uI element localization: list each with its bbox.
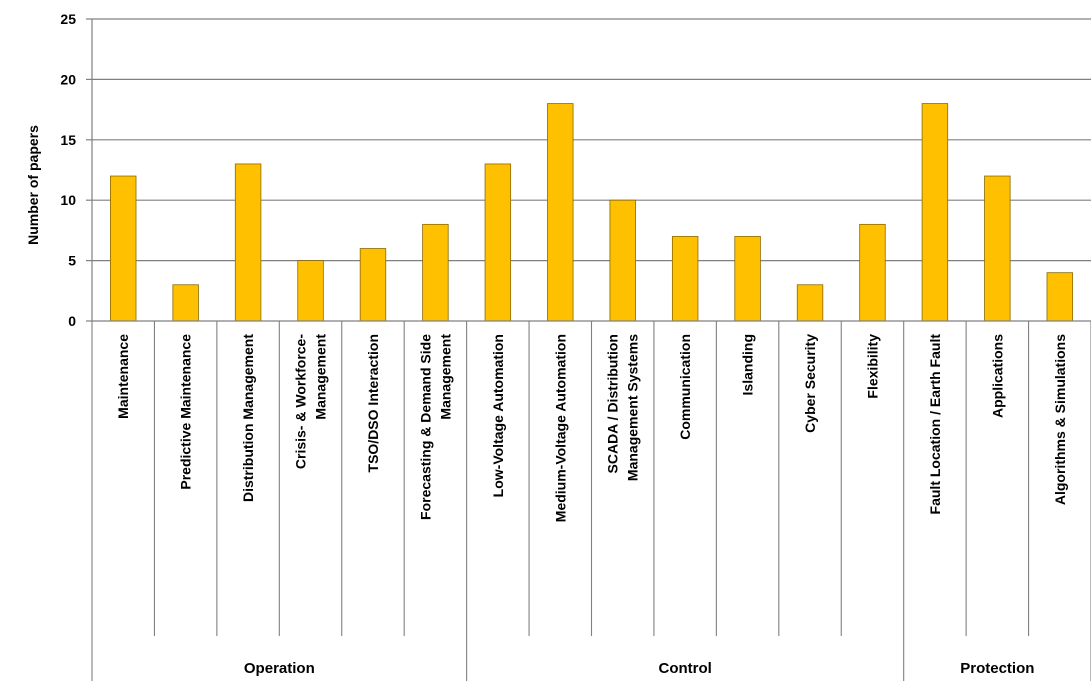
y-tick-label: 20 bbox=[60, 71, 76, 87]
y-tick-label: 15 bbox=[60, 132, 76, 148]
bars bbox=[110, 103, 1073, 322]
bar bbox=[484, 163, 512, 322]
y-tick-label: 10 bbox=[60, 192, 76, 208]
bar bbox=[734, 236, 761, 322]
bar bbox=[796, 284, 824, 322]
bar bbox=[422, 223, 449, 322]
category-label: SCADA / Distribution Management Systems bbox=[605, 334, 641, 481]
bar bbox=[297, 260, 324, 322]
bar bbox=[359, 248, 387, 322]
category-label: Distribution Management bbox=[240, 334, 256, 502]
bar bbox=[110, 175, 137, 322]
group-label: Protection bbox=[960, 660, 1034, 677]
category-label: Fault Location / Earth Fault bbox=[927, 334, 943, 515]
category-label: Applications bbox=[989, 334, 1005, 418]
category-label: Forecasting & Demand Side Management bbox=[417, 334, 453, 520]
category-label: Maintenance bbox=[115, 334, 131, 419]
y-tick-label: 5 bbox=[68, 253, 76, 269]
category-label: Islanding bbox=[740, 334, 756, 395]
bar bbox=[172, 284, 199, 322]
category-label: Medium-Voltage Automation bbox=[552, 334, 568, 522]
category-label: TSO/DSO Interaction bbox=[365, 334, 381, 472]
bar bbox=[547, 103, 574, 322]
category-label: Low-Voltage Automation bbox=[490, 334, 506, 497]
category-label: Crisis- & Workforce- Management bbox=[293, 334, 329, 469]
y-tick-labels: 0 5 10 15 20 25 bbox=[60, 11, 76, 329]
category-label: Cyber Security bbox=[802, 334, 818, 433]
y-tick-label: 0 bbox=[68, 313, 76, 329]
category-label: Flexibility bbox=[864, 334, 880, 399]
category-label: Algorithms & Simulations bbox=[1052, 334, 1068, 505]
bar bbox=[984, 175, 1011, 322]
group-labels: Operation Control Protection bbox=[244, 660, 1035, 677]
category-label: Communication bbox=[677, 334, 693, 440]
bar bbox=[1046, 272, 1073, 322]
group-label: Control bbox=[658, 660, 711, 677]
bar bbox=[859, 223, 886, 322]
y-axis-label: Number of papers bbox=[25, 125, 41, 245]
category-label: Predictive Maintenance bbox=[178, 334, 194, 490]
bar bbox=[921, 103, 949, 322]
bar bbox=[671, 236, 699, 322]
y-tick-label: 25 bbox=[60, 11, 76, 27]
category-labels: Maintenance Predictive Maintenance Distrib… bbox=[115, 334, 1068, 523]
axes bbox=[86, 18, 1091, 681]
group-label: Operation bbox=[244, 660, 315, 677]
bar bbox=[234, 163, 262, 322]
bar bbox=[609, 199, 636, 322]
